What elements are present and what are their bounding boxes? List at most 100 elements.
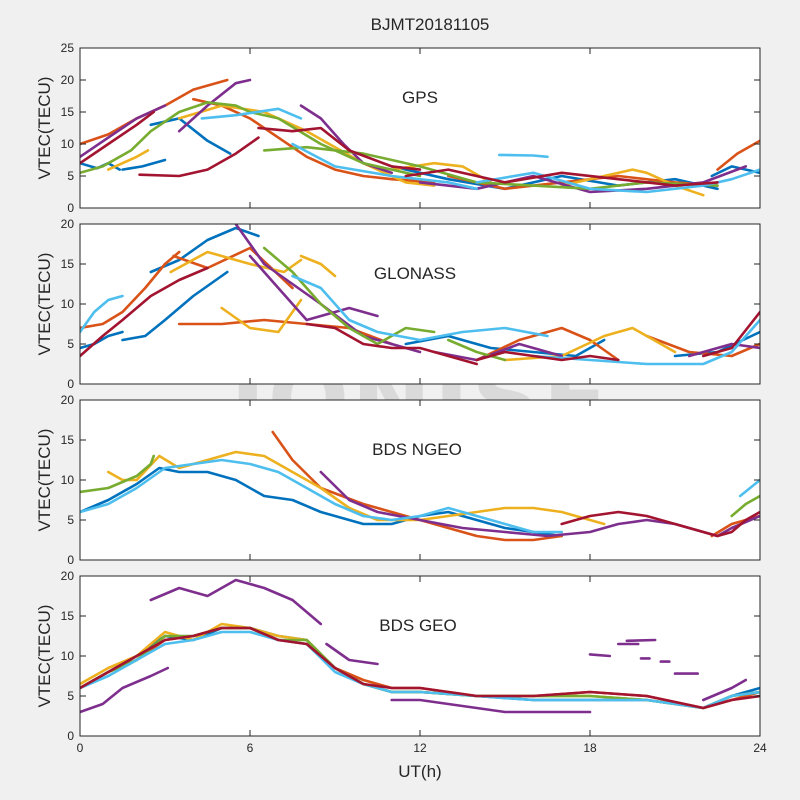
series-line — [192, 97, 436, 184]
series-line — [738, 478, 760, 498]
y-tick-label: 15 — [61, 257, 75, 271]
series-line — [625, 638, 657, 643]
series-line — [121, 270, 229, 342]
plot-area — [80, 576, 760, 736]
series-group — [80, 78, 760, 197]
panel-3: 0 5 10 15 20 0 6 12 18 24 BDS GEO VTEC(TECU) — [35, 569, 767, 755]
series-line — [80, 294, 124, 334]
series-line — [560, 510, 760, 538]
y-tick-label: 5 — [67, 337, 74, 351]
series-group — [80, 224, 760, 366]
series-line — [305, 322, 479, 366]
series-line — [710, 165, 760, 178]
y-tick-label: 15 — [61, 105, 75, 119]
y-tick-label: 5 — [67, 169, 74, 183]
series-line — [390, 698, 592, 714]
y-tick-label: 5 — [67, 513, 74, 527]
series-line — [432, 342, 564, 362]
series-line — [177, 78, 252, 133]
series-line — [80, 330, 124, 350]
series-line — [687, 342, 760, 358]
series-line — [220, 298, 303, 334]
y-axis-label: VTEC(TECU) — [35, 429, 54, 532]
y-axis-label: VTEC(TECU) — [35, 77, 54, 180]
series-line — [701, 678, 748, 702]
series-line — [121, 158, 167, 171]
series-line — [80, 454, 155, 494]
series-line — [262, 246, 436, 346]
series-line — [80, 110, 155, 165]
series-line — [701, 310, 760, 358]
y-tick-label: 15 — [61, 433, 75, 447]
series-group — [80, 578, 760, 714]
y-axis-label: VTEC(TECU) — [35, 605, 54, 708]
series-group — [80, 430, 760, 542]
series-line — [149, 226, 260, 274]
x-tick-label: 6 — [247, 741, 254, 755]
y-axis-label: VTEC(TECU) — [35, 253, 54, 356]
series-line — [446, 338, 507, 362]
series-line — [234, 224, 422, 354]
series-line — [257, 126, 422, 171]
panel-label: BDS GEO — [379, 616, 456, 635]
y-tick-label: 10 — [61, 137, 75, 151]
x-tick-label: 12 — [413, 741, 427, 755]
series-line — [206, 101, 422, 178]
series-line — [325, 642, 379, 666]
series-line — [107, 450, 606, 526]
series-line — [107, 149, 150, 171]
series-line — [730, 494, 760, 518]
series-line — [80, 101, 209, 175]
series-line — [531, 318, 760, 366]
y-tick-label: 0 — [67, 553, 74, 567]
series-line — [475, 350, 620, 362]
series-line — [291, 274, 549, 342]
y-tick-label: 10 — [61, 297, 75, 311]
y-tick-label: 0 — [67, 377, 74, 391]
series-line — [177, 104, 436, 187]
y-tick-label: 20 — [61, 217, 75, 231]
panel-1: 0 5 10 15 20 GLONASS VTEC(TECU) — [35, 217, 761, 391]
y-tick-label: 0 — [67, 729, 74, 743]
series-line — [80, 458, 564, 534]
y-tick-label: 20 — [61, 73, 75, 87]
series-line — [80, 266, 209, 358]
series-line — [497, 153, 549, 159]
y-tick-label: 25 — [61, 41, 75, 55]
series-line — [200, 107, 303, 120]
plot-area — [80, 400, 760, 560]
series-line — [404, 168, 719, 187]
series-line — [80, 666, 170, 714]
panel-label: GPS — [402, 88, 438, 107]
series-line — [716, 139, 760, 171]
y-tick-label: 10 — [61, 473, 75, 487]
x-tick-label: 0 — [77, 741, 84, 755]
series-line — [149, 578, 323, 626]
series-line — [80, 466, 564, 538]
panel-label: GLONASS — [374, 264, 456, 283]
series-line — [80, 630, 760, 710]
y-tick-label: 0 — [67, 201, 74, 215]
series-line — [475, 326, 620, 362]
x-tick-label: 18 — [583, 741, 597, 755]
series-line — [475, 168, 760, 194]
series-line — [291, 142, 479, 191]
series-line — [80, 104, 167, 159]
y-tick-label: 20 — [61, 393, 75, 407]
series-line — [80, 250, 181, 330]
series-line — [390, 161, 493, 184]
series-line — [404, 334, 606, 358]
series-line — [80, 626, 760, 710]
series-line — [248, 254, 379, 322]
panel-0: 0 5 10 15 20 25 GPS VTEC(TECU) — [35, 41, 761, 215]
y-tick-label: 5 — [67, 689, 74, 703]
x-tick-label: 24 — [753, 741, 767, 755]
y-tick-label: 15 — [61, 609, 75, 623]
series-line — [299, 254, 337, 278]
y-tick-label: 10 — [61, 649, 75, 663]
series-line — [588, 653, 612, 658]
series-line — [390, 165, 719, 191]
panel-label: BDS NGEO — [372, 440, 462, 459]
y-tick-label: 20 — [61, 569, 75, 583]
